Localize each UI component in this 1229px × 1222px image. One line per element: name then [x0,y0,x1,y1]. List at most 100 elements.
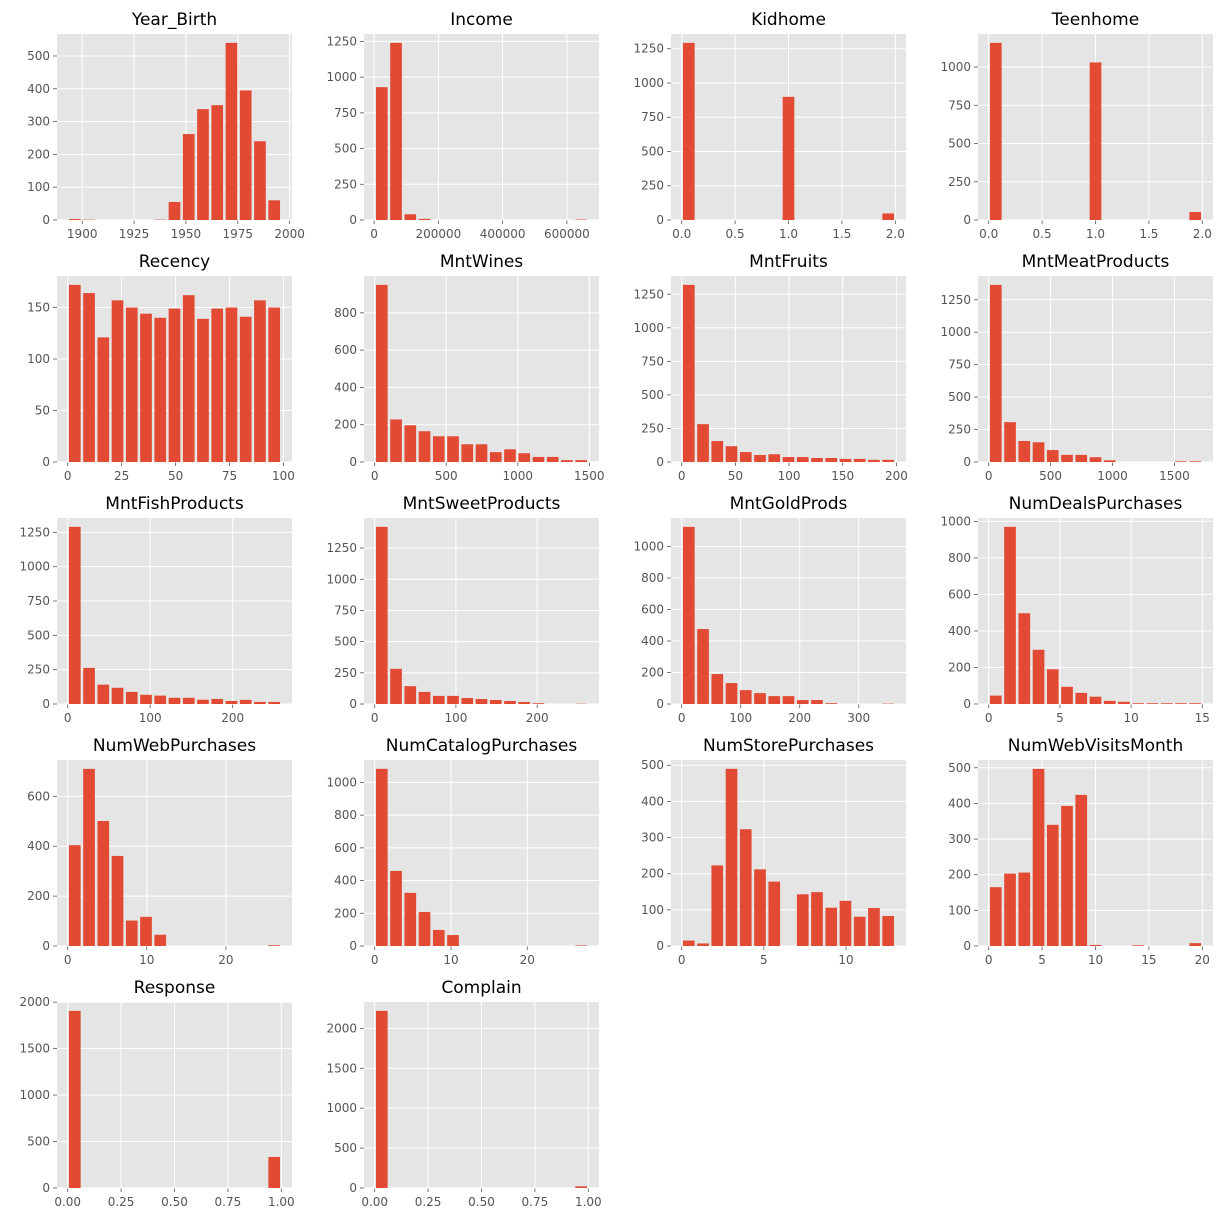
histogram-bar [182,134,195,220]
histogram-bar [268,200,281,220]
y-tick-label: 400 [334,380,357,394]
y-tick-label: 800 [334,808,357,822]
histogram-bar [839,900,852,946]
y-tick-label: 200 [27,147,50,161]
subplot-title: MntSweetProducts [403,494,561,514]
y-tick-label: 600 [334,841,357,855]
histogram-bar [1103,460,1116,462]
histogram-bar [225,42,238,220]
histogram-bar [268,1156,281,1188]
histogram-bar [125,691,138,704]
y-tick-label: 200 [334,906,357,920]
x-tick-label: 50 [728,469,743,483]
histogram-bar [754,869,766,946]
histogram-bar [239,90,252,220]
y-tick-label: 250 [334,666,357,680]
histogram-bar [182,295,195,462]
x-tick-label: 20 [520,953,535,967]
histogram-bar [739,690,752,704]
histogram-bar [1189,212,1202,220]
y-tick-label: 1250 [19,525,50,539]
histogram-bar [140,916,152,946]
histogram-bar [1032,442,1045,462]
x-tick-label: 5 [1056,711,1064,725]
histogram-bar [739,829,752,946]
histogram-bar [461,698,474,704]
histogram-bar [375,1010,388,1188]
subplot-title: MntMeatProducts [1022,252,1170,272]
y-tick-label: 1000 [326,1101,357,1115]
histogram-bar [154,695,167,704]
y-tick-label: 300 [948,832,971,846]
x-tick-label: 10 [1123,711,1138,725]
histogram-bar [682,42,695,220]
y-tick-label: 200 [948,868,971,882]
histogram-bar [404,425,417,462]
histogram-bar [239,316,252,462]
y-tick-label: 1000 [19,1088,50,1102]
subplot-title: MntGoldProds [730,494,848,514]
histogram-bar [989,42,1002,220]
subplot-response: 0.00 0.25 0.50 0.75 1.00 0 500 1000 1500 2000 Resp… [19,978,294,1209]
x-tick-label: 1.0 [779,227,798,241]
histogram-bar [111,855,124,946]
x-tick-label: 20 [218,953,233,967]
y-tick-label: 1250 [326,34,357,48]
x-tick-label: 200 [885,469,908,483]
subplot-title: Complain [441,978,521,998]
histogram-bar [682,284,695,462]
y-tick-label: 0 [42,213,50,227]
histogram-bar [432,436,445,462]
histogram-bar [197,109,209,220]
subplot-mntmeatproducts: 0 500 1000 1500 0 250 500 750 1000 1250 MntMeatPro… [940,252,1213,483]
histogram-bar [375,526,388,704]
y-tick-label: 1000 [326,70,357,84]
y-tick-label: 0 [349,697,357,711]
histogram-bar [882,459,895,462]
x-tick-label: 75 [222,469,237,483]
x-tick-label: 25 [114,469,129,483]
x-tick-label: 0.5 [726,227,745,241]
histogram-bar [1061,454,1073,462]
histogram-bar [532,456,545,462]
x-tick-label: 0.0 [979,227,998,241]
y-tick-label: 300 [641,831,664,845]
histogram-bar [811,457,823,462]
y-tick-label: 400 [27,839,50,853]
x-tick-label: 0 [678,711,686,725]
histogram-bar [97,684,110,704]
x-tick-label: 0.00 [361,1195,388,1209]
x-tick-label: 150 [831,469,854,483]
histogram-bar [390,42,402,220]
y-tick-label: 1000 [633,540,664,554]
y-tick-label: 500 [27,628,50,642]
y-tick-label: 1250 [326,541,357,555]
x-tick-label: 100 [729,711,752,725]
histogram-bar [768,454,781,462]
histogram-bar [461,444,474,462]
histogram-bar [68,219,81,220]
plot-area [671,276,906,462]
y-tick-label: 600 [641,603,664,617]
x-tick-label: 1000 [503,469,534,483]
histogram-bar [1032,768,1045,946]
x-tick-label: 0.50 [468,1195,495,1209]
x-tick-label: 10 [838,953,853,967]
x-tick-label: 0.50 [161,1195,188,1209]
subplot-income: 0 200000 400000 600000 0 250 500 750 1000 1250 Inc… [326,10,599,241]
x-tick-label: 1.00 [268,1195,295,1209]
y-tick-label: 50 [35,404,50,418]
histogram-bar [1175,703,1187,704]
y-tick-label: 500 [948,137,971,151]
histogram-bar [882,213,895,220]
histogram-bar [97,821,110,946]
y-tick-label: 1000 [940,514,971,528]
x-tick-label: 200 [788,711,811,725]
histogram-bar [1089,457,1102,462]
histogram-bar [268,307,281,462]
y-tick-label: 100 [641,903,664,917]
histogram-bar [697,424,709,462]
x-tick-label: 20 [1195,953,1210,967]
x-tick-label: 100 [272,469,295,483]
subplot-teenhome: 0.0 0.5 1.0 1.5 2.0 0 250 500 750 1000 Teenhome [940,10,1213,241]
